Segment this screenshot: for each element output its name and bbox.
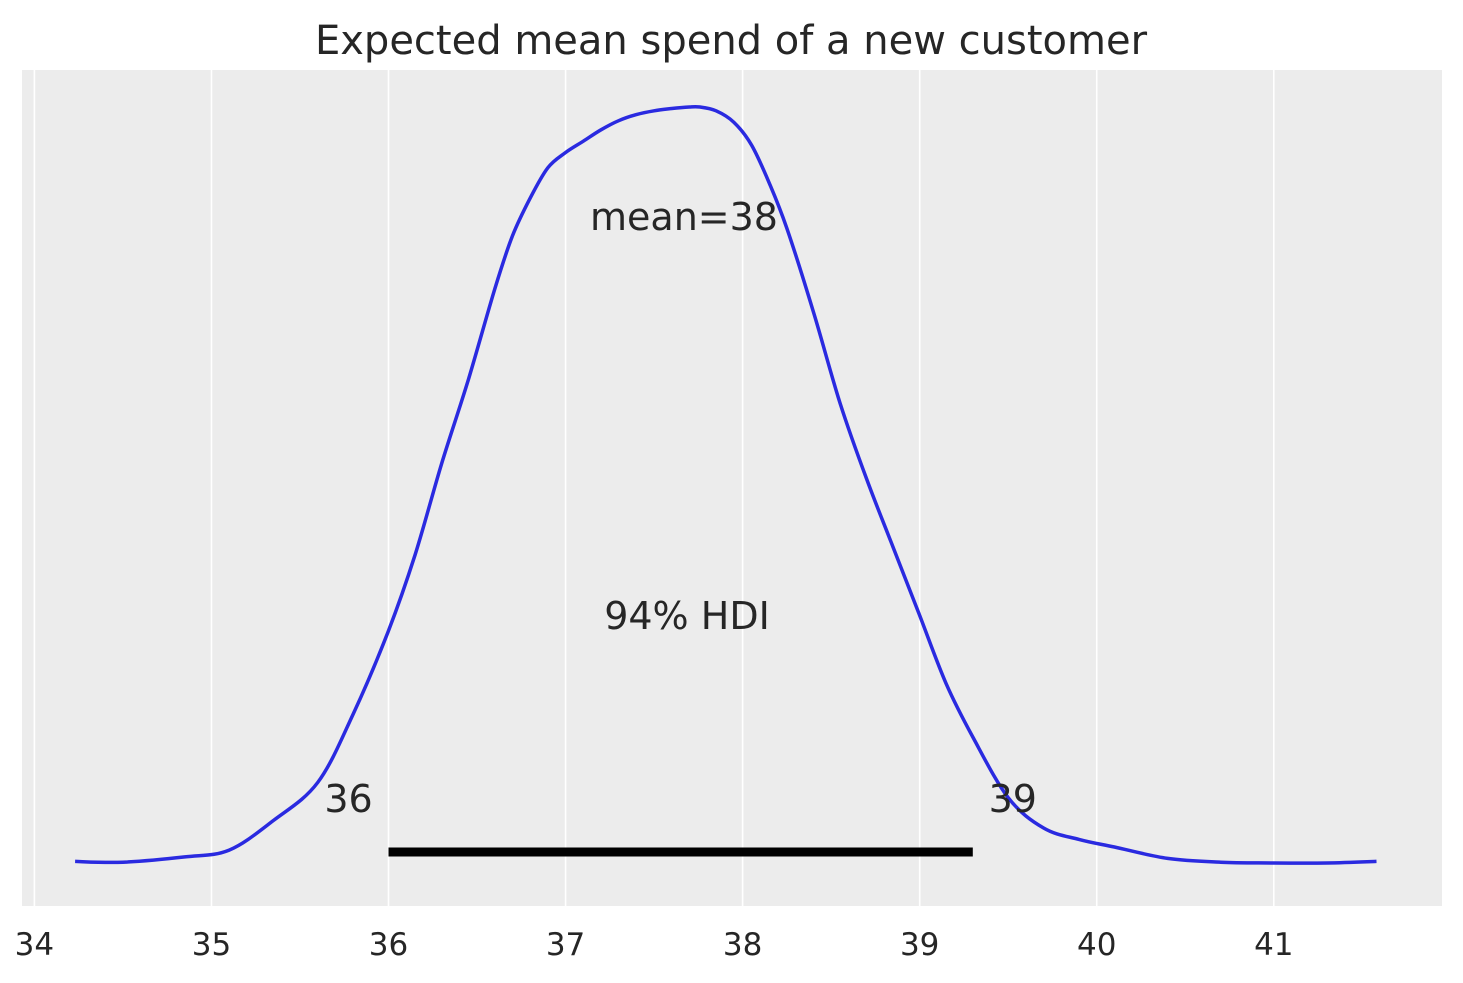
x-tick-label: 40 xyxy=(1077,927,1116,963)
x-tick-label: 37 xyxy=(546,927,585,963)
mean-label: mean=38 xyxy=(590,195,778,239)
x-tick-label: 39 xyxy=(900,927,939,963)
x-axis: 34 35 36 37 38 39 40 41 xyxy=(15,927,1294,963)
x-tick-label: 41 xyxy=(1254,927,1293,963)
hdi-low-label: 36 xyxy=(324,777,372,821)
hdi-high-label: 39 xyxy=(989,777,1037,821)
grid-lines xyxy=(33,70,1275,906)
x-tick-label: 36 xyxy=(369,927,408,963)
density-curve xyxy=(75,104,1377,865)
x-tick-label: 38 xyxy=(723,927,762,963)
plot-area xyxy=(22,70,1442,906)
chart-title: Expected mean spend of a new customer xyxy=(315,18,1148,64)
x-tick-label: 34 xyxy=(15,927,54,963)
x-tick-label: 35 xyxy=(192,927,231,963)
hdi-label: 94% HDI xyxy=(604,594,770,638)
